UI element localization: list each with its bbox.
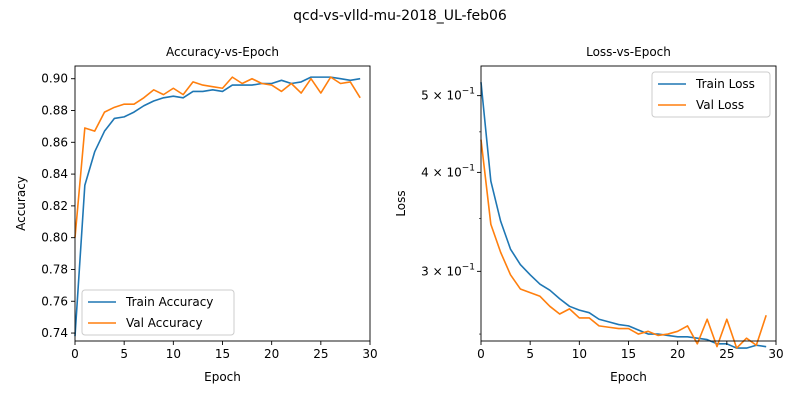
y-tick-label: 5 × 10−1	[421, 87, 475, 103]
legend-box	[81, 289, 235, 336]
series-line-val-accuracy	[74, 76, 361, 238]
x-tick-label: 25	[719, 347, 734, 361]
x-axis-label: Epoch	[610, 370, 647, 384]
legend-entry: Val Loss	[696, 98, 744, 112]
y-tick-label: 0.78	[41, 262, 68, 276]
x-tick-label: 15	[215, 347, 230, 361]
y-tick-label: 4 × 10−1	[421, 163, 475, 179]
x-tick-label: 30	[768, 347, 783, 361]
x-tick-label: 10	[166, 347, 181, 361]
x-tick-label: 20	[670, 347, 685, 361]
series-line-train-loss	[480, 82, 767, 349]
y-tick-label: 0.88	[41, 104, 68, 118]
legend-entry: Train Loss	[695, 77, 755, 91]
x-tick-label: 20	[264, 347, 279, 361]
y-axis-label: Accuracy	[14, 176, 28, 231]
y-tick-label: 0.76	[41, 294, 68, 308]
y-tick-label: 0.74	[41, 326, 68, 340]
series-line-train-accuracy	[74, 76, 361, 337]
y-tick-label: 0.80	[41, 231, 68, 245]
y-axis-label: Loss	[394, 190, 408, 216]
figure-title: qcd-vs-vlld-mu-2018_UL-feb06	[293, 8, 507, 24]
x-tick-label: 0	[477, 347, 485, 361]
y-tick-label: 0.90	[41, 72, 68, 86]
x-tick-label: 25	[313, 347, 328, 361]
x-tick-label: 30	[362, 347, 377, 361]
x-tick-label: 5	[526, 347, 534, 361]
x-tick-label: 5	[120, 347, 128, 361]
legend: Train Accuracy Val Accuracy	[81, 289, 235, 336]
accuracy-panel: Accuracy-vs-Epoch 0 5 10 15 20 25 30 0.74 0.76 0.7…	[14, 45, 378, 384]
y-tick-label: 0.82	[41, 199, 68, 213]
y-tick-label: 3 × 10−1	[421, 262, 475, 278]
chart-title: Accuracy-vs-Epoch	[166, 45, 279, 59]
legend-entry: Val Accuracy	[126, 316, 203, 330]
series-line-val-loss	[480, 139, 767, 349]
y-tick-label: 0.84	[41, 167, 68, 181]
chart-title: Loss-vs-Epoch	[586, 45, 671, 59]
x-tick-label: 15	[621, 347, 636, 361]
legend-entry: Train Accuracy	[125, 295, 213, 309]
y-tick-label: 0.86	[41, 135, 68, 149]
legend: Train Loss Val Loss	[651, 71, 771, 118]
x-axis-label: Epoch	[204, 370, 241, 384]
x-tick-label: 10	[572, 347, 587, 361]
loss-panel: Loss-vs-Epoch 0 5 10 15 20 25 30 3 × 10−1 4 × 10−…	[394, 45, 784, 384]
x-tick-label: 0	[71, 347, 79, 361]
